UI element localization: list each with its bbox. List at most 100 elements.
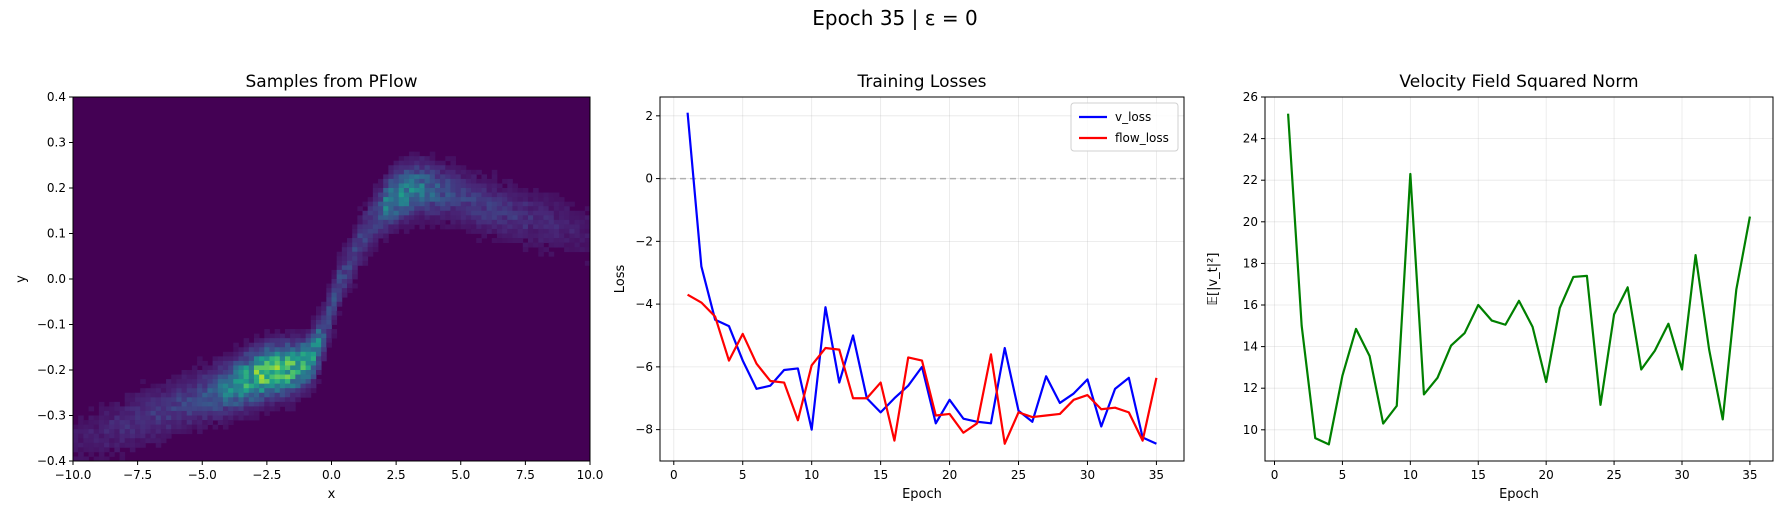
heatmap-cell bbox=[403, 224, 410, 230]
heatmap-cell bbox=[310, 379, 317, 385]
heatmap-cell bbox=[78, 424, 84, 430]
heatmap-cell bbox=[512, 197, 519, 203]
heatmap-cell bbox=[440, 215, 446, 221]
heatmap-cell bbox=[269, 397, 276, 403]
heatmap-cell bbox=[300, 374, 307, 380]
heatmap-cell bbox=[109, 429, 115, 435]
heatmap-cell bbox=[202, 424, 208, 430]
heatmap-cell bbox=[181, 397, 188, 403]
heatmap-cell bbox=[140, 401, 146, 407]
heatmap-cell bbox=[124, 406, 131, 412]
heatmap-cell bbox=[440, 206, 446, 212]
heatmap-cell bbox=[310, 315, 317, 321]
heatmap-cell bbox=[450, 174, 456, 180]
heatmap-cell bbox=[119, 410, 126, 416]
heatmap-cell bbox=[315, 333, 322, 339]
heatmap-cell bbox=[584, 228, 590, 234]
heatmap-cell bbox=[450, 201, 456, 207]
heatmap-cell bbox=[450, 206, 456, 212]
heatmap-cell bbox=[259, 356, 265, 362]
heatmap-cell bbox=[352, 247, 358, 253]
heatmap-cell bbox=[207, 397, 213, 403]
heatmap-cell bbox=[104, 420, 110, 425]
heatmap-cell bbox=[460, 165, 467, 171]
heatmap-cell bbox=[440, 201, 446, 207]
heatmap-cell bbox=[98, 433, 105, 439]
heatmap-cell bbox=[434, 174, 441, 180]
heatmap-cell bbox=[455, 210, 462, 216]
heatmap-cell bbox=[584, 219, 590, 225]
heatmap-cell bbox=[538, 224, 544, 230]
heatmap-cell bbox=[522, 219, 529, 225]
heatmap-cell bbox=[217, 406, 224, 412]
heatmap-cell bbox=[486, 228, 493, 234]
heatmap-cell bbox=[331, 306, 338, 312]
heatmap-cell bbox=[321, 347, 327, 353]
heatmap-cell bbox=[584, 260, 590, 266]
heatmap-cell bbox=[502, 238, 508, 243]
heatmap-cell bbox=[98, 429, 105, 435]
heatmap-cell bbox=[88, 429, 95, 435]
heatmap-cell bbox=[429, 174, 436, 180]
heatmap-cell bbox=[434, 178, 441, 184]
heatmap-cell bbox=[486, 178, 493, 184]
heatmap-cell bbox=[569, 215, 575, 221]
heatmap-cell bbox=[393, 206, 400, 212]
heatmap-cell bbox=[491, 183, 498, 189]
heatmap-cell bbox=[145, 388, 151, 394]
heatmap-cell bbox=[243, 383, 250, 389]
heatmap-cell bbox=[171, 424, 177, 430]
heatmap-cell bbox=[455, 206, 462, 212]
heatmap-cell bbox=[471, 174, 477, 180]
heatmap-cell bbox=[502, 192, 508, 198]
heatmap-cell bbox=[429, 183, 436, 189]
heatmap-cell bbox=[181, 424, 188, 430]
heatmap-cell bbox=[502, 178, 508, 184]
heatmap-cell bbox=[326, 297, 332, 303]
heatmap-cell bbox=[243, 356, 250, 362]
heatmap-cell bbox=[414, 151, 420, 157]
heatmap-cell bbox=[393, 224, 400, 230]
heatmap-cell bbox=[440, 183, 446, 189]
heatmap-cell bbox=[305, 356, 312, 362]
heatmap-cell bbox=[440, 160, 446, 166]
heatmap-cell bbox=[527, 242, 534, 248]
heatmap-cell bbox=[476, 197, 482, 203]
heatmap-cell bbox=[564, 215, 570, 221]
heatmap-cell bbox=[135, 410, 141, 416]
heatmap-cell bbox=[543, 228, 550, 234]
heatmap-cell bbox=[248, 370, 255, 375]
heatmap-cell bbox=[496, 228, 503, 234]
velocity-panel: 0 5 10 15 20 25 30 35 10 12 14 16 18 20 22 24 26 Velocity… bbox=[1206, 72, 1774, 502]
heatmap-cell bbox=[507, 183, 513, 189]
heatmap-cell bbox=[533, 224, 539, 230]
heatmap-cell bbox=[512, 233, 519, 239]
series-line-v_loss bbox=[686, 112, 1157, 445]
heatmap-cell bbox=[135, 401, 141, 407]
heatmap-cell bbox=[93, 415, 100, 421]
heatmap-cell bbox=[548, 233, 555, 239]
heatmap-cell bbox=[119, 456, 126, 461]
heatmap-cell bbox=[465, 215, 472, 221]
heatmap-cell bbox=[129, 438, 136, 444]
heatmap-cell bbox=[476, 224, 482, 230]
heatmap-cell bbox=[217, 379, 224, 385]
heatmap-cell bbox=[114, 442, 120, 448]
heatmap-cell bbox=[522, 233, 529, 239]
heatmap-cell bbox=[584, 242, 590, 248]
heatmap-cell bbox=[486, 224, 493, 230]
axes-frame bbox=[72, 96, 591, 462]
heatmap-cell bbox=[207, 383, 213, 389]
heatmap-cell bbox=[129, 406, 136, 412]
heatmap-cell bbox=[502, 224, 508, 230]
heatmap-cell bbox=[476, 210, 482, 216]
y-tick-label: 16 bbox=[1243, 298, 1258, 312]
heatmap-cell bbox=[300, 356, 307, 362]
heatmap-cell bbox=[109, 433, 115, 439]
heatmap-cell bbox=[259, 342, 265, 348]
heatmap-cell bbox=[129, 447, 136, 453]
heatmap-cell bbox=[217, 415, 224, 421]
heatmap-cell bbox=[383, 197, 389, 203]
heatmap-cell bbox=[212, 374, 219, 380]
heatmap-cell bbox=[150, 415, 157, 421]
